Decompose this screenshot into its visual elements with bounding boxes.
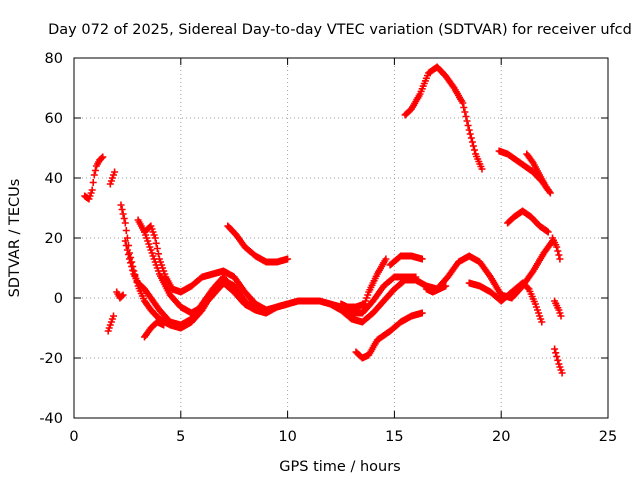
y-axis-label: SDTVAR / TECUs bbox=[7, 179, 23, 298]
plus-markers bbox=[224, 222, 292, 266]
series-arc-j bbox=[224, 222, 292, 266]
plus-markers bbox=[433, 237, 556, 302]
series-arc-h bbox=[141, 222, 270, 314]
series-arc-r bbox=[433, 237, 556, 302]
series-arc-a bbox=[81, 153, 107, 203]
plus-markers bbox=[81, 153, 107, 203]
y-tick-label: 40 bbox=[45, 171, 63, 187]
series-arc-w bbox=[551, 345, 566, 377]
chart-title: Day 072 of 2025, Sidereal Day-to-day VTE… bbox=[48, 22, 632, 38]
plus-markers bbox=[134, 216, 270, 317]
series-arc-p bbox=[401, 63, 486, 173]
plus-markers bbox=[352, 309, 426, 362]
x-axis-label: GPS time / hours bbox=[279, 459, 400, 475]
series-arc-n bbox=[358, 255, 390, 314]
plus-markers bbox=[551, 345, 566, 377]
series-arc-y bbox=[549, 234, 564, 263]
series-arc-i bbox=[141, 318, 168, 341]
series-arc-c bbox=[106, 168, 119, 188]
y-tick-label: 0 bbox=[54, 291, 63, 307]
x-tick-label: 25 bbox=[599, 429, 617, 445]
plus-markers bbox=[401, 63, 486, 173]
series-arc-m bbox=[326, 273, 420, 317]
plus-markers bbox=[523, 150, 554, 197]
series-arc-v bbox=[504, 207, 552, 236]
plus-markers bbox=[326, 273, 420, 317]
plus-markers bbox=[358, 255, 390, 314]
plus-markers bbox=[551, 297, 565, 320]
plus-markers bbox=[386, 252, 426, 269]
y-tick-label: 60 bbox=[45, 111, 63, 127]
grid-lines bbox=[74, 58, 608, 418]
plus-markers bbox=[113, 288, 127, 302]
series-arc-l bbox=[352, 309, 426, 362]
series-arc-s bbox=[465, 279, 546, 326]
plus-markers bbox=[106, 168, 119, 188]
x-tick-label: 5 bbox=[176, 429, 185, 445]
plus-markers bbox=[549, 234, 564, 263]
x-tick-label: 0 bbox=[69, 429, 78, 445]
plus-markers bbox=[104, 312, 117, 335]
plus-markers bbox=[504, 207, 552, 236]
series-arc-d bbox=[113, 288, 127, 302]
y-tick-label: 80 bbox=[45, 51, 63, 67]
y-tick-label: 20 bbox=[45, 231, 63, 247]
axis-ticks: 0 5 10 15 20 25 -40 -20 0 20 40 60 80 bbox=[39, 51, 617, 445]
plus-markers bbox=[465, 279, 546, 326]
plus-markers bbox=[141, 222, 270, 314]
data-points bbox=[81, 63, 566, 377]
x-tick-label: 10 bbox=[278, 429, 296, 445]
x-tick-label: 15 bbox=[385, 429, 403, 445]
series-arc-b bbox=[104, 312, 117, 335]
series-arc-u bbox=[523, 150, 554, 197]
y-tick-label: -20 bbox=[39, 351, 63, 367]
y-tick-label: -40 bbox=[39, 411, 63, 427]
series-arc-g bbox=[134, 216, 270, 317]
x-tick-label: 20 bbox=[492, 429, 510, 445]
series-arc-x bbox=[551, 297, 565, 320]
series-arc-o bbox=[386, 252, 426, 269]
plus-markers bbox=[141, 318, 168, 341]
